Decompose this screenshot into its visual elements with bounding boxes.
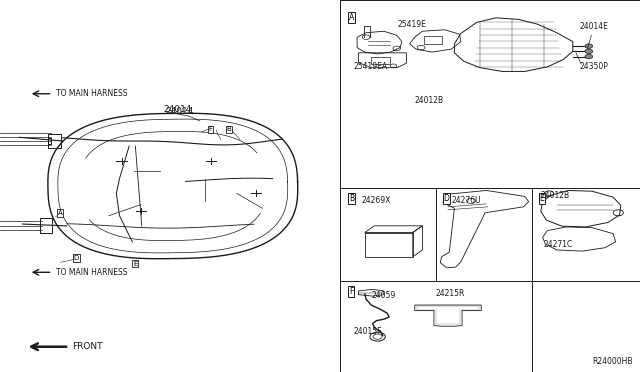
Text: D: D <box>74 255 79 261</box>
Circle shape <box>585 54 593 59</box>
Text: TO MAIN HARNESS: TO MAIN HARNESS <box>56 89 128 98</box>
Bar <box>40 218 52 232</box>
Text: 24350P: 24350P <box>580 62 609 71</box>
Text: 24215R: 24215R <box>435 289 465 298</box>
Text: 24271C: 24271C <box>543 240 573 249</box>
Text: 24276U: 24276U <box>452 196 481 205</box>
Text: D: D <box>444 194 449 203</box>
Text: TO MAIN HARNESS: TO MAIN HARNESS <box>56 268 128 277</box>
Text: 24012B: 24012B <box>541 191 570 200</box>
Text: 24015F: 24015F <box>354 327 383 336</box>
Text: 25419E: 25419E <box>397 20 426 29</box>
Text: 24269X: 24269X <box>362 196 391 205</box>
Text: B: B <box>349 194 354 203</box>
Text: 24014: 24014 <box>163 105 191 114</box>
Text: 24059: 24059 <box>371 291 396 300</box>
Text: B: B <box>227 126 231 132</box>
Text: F: F <box>349 287 353 296</box>
Text: R24000HB: R24000HB <box>592 357 632 366</box>
Text: FRONT: FRONT <box>72 342 102 351</box>
Text: F: F <box>209 126 212 132</box>
Text: A: A <box>349 13 354 22</box>
Text: A: A <box>58 210 62 216</box>
Circle shape <box>585 44 593 48</box>
Bar <box>371 57 390 64</box>
Bar <box>340 0 640 372</box>
Text: E: E <box>540 194 544 203</box>
Bar <box>48 134 61 148</box>
Circle shape <box>585 49 593 54</box>
Text: 25419EA: 25419EA <box>354 62 388 71</box>
Bar <box>424 36 442 44</box>
Text: 24012B: 24012B <box>415 96 444 105</box>
Text: E: E <box>133 261 138 267</box>
Text: 24014: 24014 <box>165 107 193 116</box>
Text: 24014E: 24014E <box>580 22 609 31</box>
